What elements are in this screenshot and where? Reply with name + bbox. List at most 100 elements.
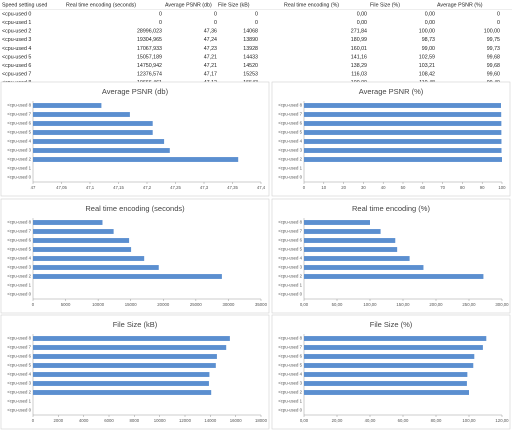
table-cell: 0	[214, 11, 217, 17]
table-cell: 47,17	[204, 72, 217, 78]
bar	[33, 265, 159, 270]
x-tick-label: 6000	[104, 418, 114, 423]
table-cell: 0	[255, 20, 258, 26]
x-tick-label: 50,00	[332, 302, 343, 307]
y-tick-label: <cpu-used 4	[278, 372, 302, 377]
chart-title: Average PSNR (db)	[102, 87, 169, 96]
table-cell: 15057,189	[137, 54, 162, 60]
x-tick-label: 35000	[255, 302, 268, 307]
x-tick-label: 60	[420, 185, 425, 190]
table-cell: 47,36	[204, 29, 217, 35]
table-cell: 100,00	[484, 29, 500, 35]
bar	[304, 139, 502, 144]
x-tick-label: 10000	[92, 302, 105, 307]
table-cell: 108,42	[419, 72, 435, 78]
y-tick-label: <cpu-used 3	[7, 265, 31, 270]
y-tick-label: <cpu-used 0	[278, 175, 302, 180]
x-tick-label: 60,00	[398, 418, 409, 423]
y-tick-label: <cpu-used 6	[278, 354, 302, 359]
bar	[33, 256, 145, 261]
table-cell: 14068	[243, 29, 258, 35]
x-tick-label: 10	[321, 185, 326, 190]
bar	[33, 121, 153, 126]
bar	[304, 121, 502, 126]
y-tick-label: <cpu-used 4	[278, 139, 302, 144]
y-tick-label: <cpu-used 0	[278, 292, 302, 297]
bar	[304, 390, 469, 395]
x-tick-label: 47,15	[113, 185, 124, 190]
y-tick-label: <cpu-used 5	[278, 363, 302, 368]
y-tick-label: <cpu-used 2	[278, 274, 302, 279]
x-tick-label: 90	[480, 185, 485, 190]
y-tick-label: <cpu-used 2	[278, 157, 302, 162]
table-cell: 99,73	[487, 46, 500, 52]
bar	[33, 130, 153, 135]
x-tick-label: 47,1	[86, 185, 95, 190]
x-tick-label: 0,00	[300, 302, 309, 307]
y-tick-label: <cpu-used 4	[7, 256, 31, 261]
x-tick-label: 47	[31, 185, 36, 190]
x-tick-label: 5000	[61, 302, 71, 307]
table-cell: 141,16	[351, 54, 367, 60]
y-tick-label: <cpu-used 7	[7, 229, 31, 234]
x-tick-label: 80	[460, 185, 465, 190]
table-cell: 138,29	[351, 63, 367, 69]
chart-frame	[271, 81, 511, 197]
y-tick-label: <cpu-used 2	[278, 390, 302, 395]
y-tick-label: <cpu-used 2	[7, 274, 31, 279]
y-tick-label: <cpu-used 3	[278, 148, 302, 153]
table-cell: 0	[214, 20, 217, 26]
table-cell: 103,21	[419, 63, 435, 69]
bar	[304, 157, 502, 162]
y-tick-label: <cpu-used 7	[278, 345, 302, 350]
x-tick-label: 25000	[190, 302, 203, 307]
x-tick-label: 20	[341, 185, 346, 190]
header-cell: File Size (kB)	[218, 2, 250, 8]
x-tick-label: 200,00	[429, 302, 443, 307]
table-cell: <cpu-used 3	[2, 37, 31, 43]
table-cell: 0,00	[357, 11, 367, 17]
bar	[33, 112, 130, 117]
x-tick-label: 150,00	[396, 302, 410, 307]
table-cell: 99,75	[487, 37, 500, 43]
table-cell: 0	[497, 11, 500, 17]
x-tick-label: 47,2	[143, 185, 152, 190]
bar	[304, 354, 475, 359]
table-cell: 0,00	[357, 20, 367, 26]
x-tick-label: 40	[381, 185, 386, 190]
bar	[33, 238, 130, 243]
table-cell: 98,73	[422, 37, 435, 43]
x-tick-label: 40,00	[365, 418, 376, 423]
y-tick-label: <cpu-used 1	[7, 166, 31, 171]
y-tick-label: <cpu-used 4	[278, 256, 302, 261]
table-cell: <cpu-used 6	[2, 63, 31, 69]
bar	[304, 220, 370, 225]
bar	[33, 381, 209, 386]
x-tick-label: 47,3	[200, 185, 209, 190]
y-tick-label: <cpu-used 0	[7, 175, 31, 180]
table-cell: <cpu-used 7	[2, 72, 31, 78]
table-cell: 100,00	[419, 29, 435, 35]
bar	[33, 274, 222, 279]
bar	[33, 139, 165, 144]
table-cell: 99,68	[487, 54, 500, 60]
table-cell: 14520	[243, 63, 258, 69]
y-tick-label: <cpu-used 1	[7, 399, 31, 404]
y-tick-label: <cpu-used 8	[7, 103, 31, 108]
table-cell: 47,21	[204, 63, 217, 69]
x-tick-label: 8000	[130, 418, 140, 423]
x-tick-label: 300,00	[495, 302, 509, 307]
x-tick-label: 30000	[222, 302, 235, 307]
x-tick-label: 100,00	[363, 302, 377, 307]
table-cell: 160,01	[351, 46, 367, 52]
y-tick-label: <cpu-used 5	[278, 247, 302, 252]
table-cell: <cpu-used 4	[2, 46, 31, 52]
x-tick-label: 2000	[54, 418, 64, 423]
x-tick-label: 120,00	[495, 418, 509, 423]
y-tick-label: <cpu-used 7	[278, 229, 302, 234]
x-tick-label: 50	[401, 185, 406, 190]
table-cell: <cpu-used 1	[2, 20, 31, 26]
x-tick-label: 0	[32, 418, 35, 423]
header-cell: Average PSNR (db)	[165, 2, 212, 8]
